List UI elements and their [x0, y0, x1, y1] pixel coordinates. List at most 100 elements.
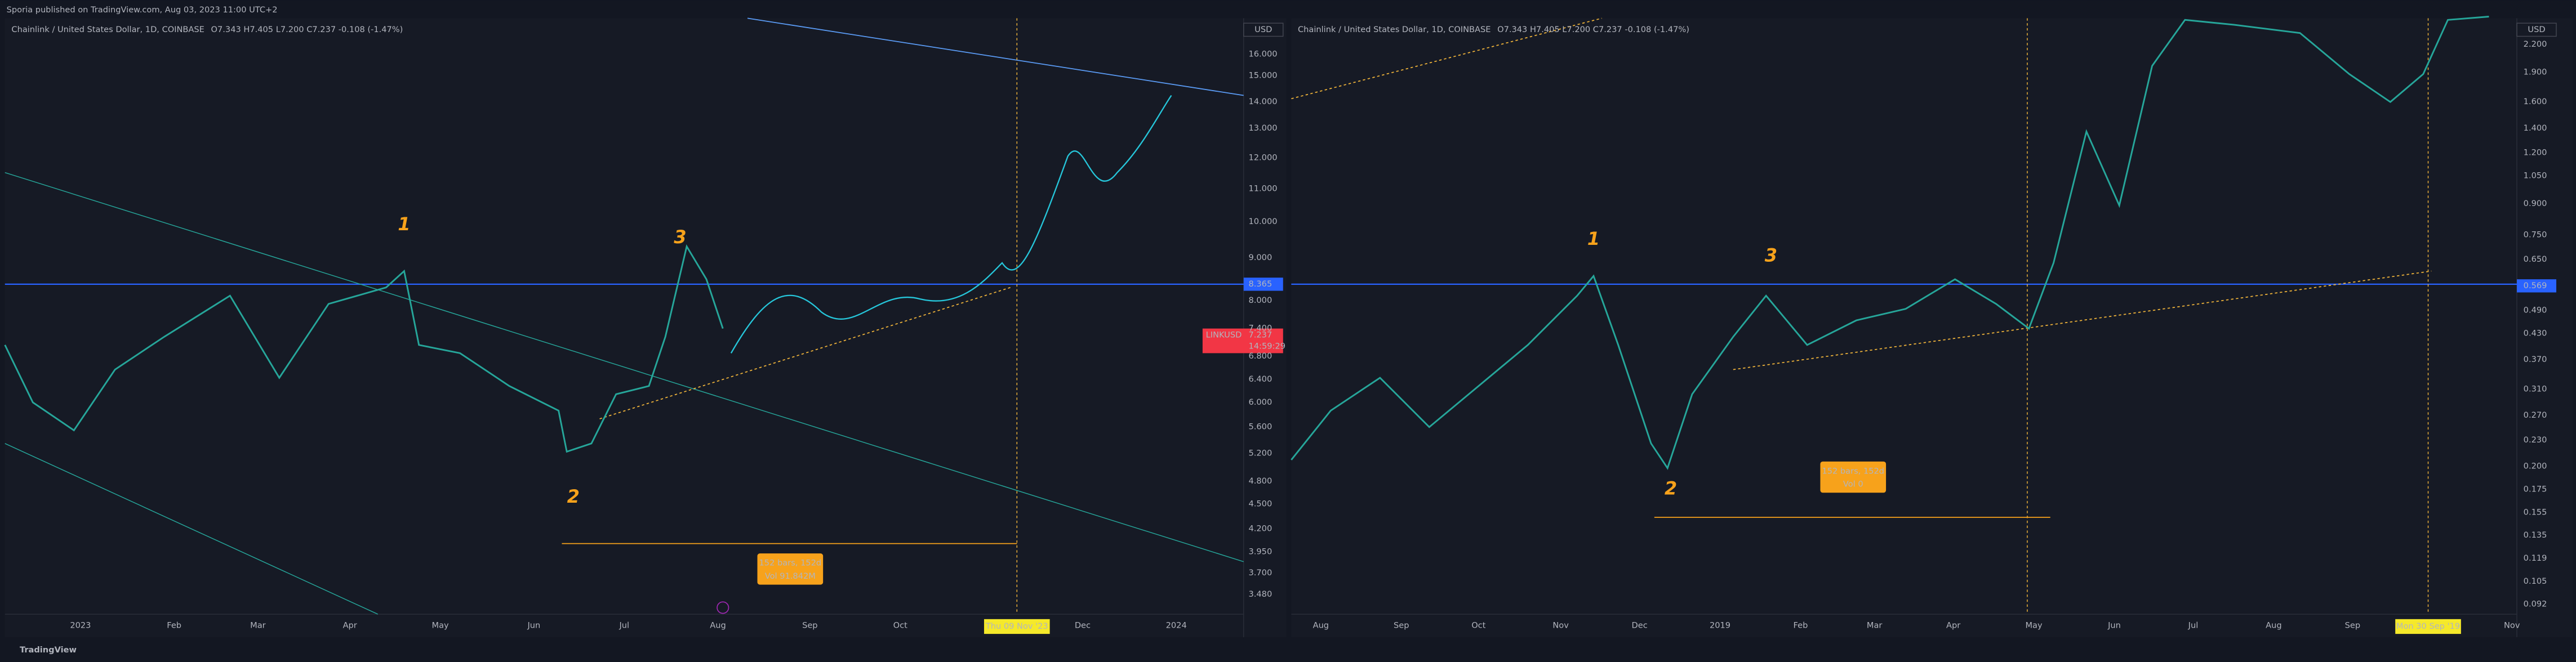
channel-line	[5, 443, 379, 615]
price-label: 1.600	[2524, 97, 2547, 106]
cursor-date-badge	[2395, 619, 2461, 634]
time-label: Aug	[1313, 621, 1329, 630]
measure-vol: Vol 0	[1843, 480, 1863, 489]
price-label: 13.000	[1249, 123, 1278, 133]
price-label: 1.400	[2524, 123, 2547, 133]
price-label: 0.135	[2524, 530, 2547, 540]
price-label: 0.105	[2524, 576, 2547, 586]
price-label: 10.000	[1249, 217, 1278, 226]
wave-label: 2	[567, 486, 580, 507]
time-label: Oct	[1471, 621, 1485, 630]
price-label: 6.400	[1249, 374, 1273, 384]
measure-bars: 152 bars, 152d	[1822, 466, 1884, 476]
time-label: Feb	[1794, 621, 1808, 630]
time-label: Jul	[2188, 621, 2199, 630]
price-label: 3.700	[1249, 568, 1273, 578]
cursor-date: Thu 09 Nov '23	[985, 621, 1048, 631]
time-label: Oct	[893, 621, 907, 630]
left-panel	[5, 18, 1287, 637]
time-label: 2023	[70, 621, 91, 630]
price-label: 6.000	[1249, 397, 1273, 407]
time-label: 2019	[1710, 621, 1730, 630]
price-label: 16.000	[1249, 50, 1278, 59]
time-label: Jun	[527, 621, 540, 630]
currency-button[interactable]	[2516, 23, 2557, 37]
wave-label: 3	[674, 226, 686, 248]
price-label: 1.900	[2524, 68, 2547, 77]
price-label: 5.200	[1249, 448, 1273, 458]
price-label: 15.000	[1249, 70, 1278, 80]
footer-brand: TradingView	[20, 645, 77, 655]
price-label: 7.400	[1249, 324, 1273, 333]
price-label: 0.750	[2524, 230, 2547, 239]
ohlc: O7.343 H7.405 L7.200 C7.237 -0.108 (-1.4…	[211, 25, 403, 34]
price-label: 3.950	[1249, 547, 1273, 556]
last-price-badge	[1202, 328, 1283, 354]
measure-box	[1820, 461, 1887, 493]
currency-button[interactable]	[1243, 23, 1284, 37]
time-label: Aug	[2266, 621, 2281, 630]
time-label: Dec	[1075, 621, 1091, 630]
price-label: 0.650	[2524, 254, 2547, 264]
level-badge	[1243, 278, 1283, 291]
time-label: Apr	[1946, 621, 1960, 630]
price-label: 0.430	[2524, 328, 2547, 338]
price-label: 14.000	[1249, 97, 1278, 106]
price-label: 0.200	[2524, 462, 2547, 471]
time-label: Aug	[710, 621, 726, 630]
measure-bars: 152 bars, 152d	[759, 558, 822, 568]
event-icon[interactable]	[717, 601, 729, 614]
last-badge-countdown: 14:59:29	[1249, 342, 1285, 351]
time-label: Mar	[250, 621, 266, 630]
price-label: 6.800	[1249, 351, 1273, 361]
time-label: Nov	[2504, 621, 2520, 630]
last-badge-price: 7.237	[1249, 330, 1273, 339]
measure-vol: Vol 91.842M	[765, 571, 816, 581]
time-label: Jul	[619, 621, 629, 630]
level-badge	[2517, 279, 2557, 293]
price-label: 5.600	[1249, 422, 1273, 432]
level-badge-text: 8.365	[1249, 279, 1273, 289]
price-label: 0.092	[2524, 600, 2547, 609]
price-label: 0.155	[2524, 507, 2547, 517]
time-label: Jun	[2107, 621, 2121, 630]
time-label: May	[2025, 621, 2043, 630]
price-label: 0.310	[2524, 384, 2547, 394]
level-badge-text: 0.569	[2524, 281, 2547, 290]
price-label: 0.230	[2524, 435, 2547, 445]
price-label: 4.200	[1249, 524, 1273, 533]
price-label: 1.200	[2524, 148, 2547, 158]
publisher: Sporia published on TradingView.com, Aug…	[7, 5, 278, 15]
ohlc: O7.343 H7.405 L7.200 C7.237 -0.108 (-1.4…	[1497, 25, 1689, 34]
right-panel	[1291, 18, 2573, 637]
price-label: 0.175	[2524, 484, 2547, 494]
price-path	[1291, 16, 2489, 470]
wave-label: 1	[1587, 228, 1600, 249]
time-label: Mar	[1867, 621, 1883, 630]
price-label: 3.480	[1249, 589, 1273, 599]
currency: USD	[1254, 25, 1272, 34]
price-label: 0.370	[2524, 355, 2547, 364]
cursor-date: Mon 30 Sep '19	[2396, 621, 2460, 631]
time-label: Dec	[1632, 621, 1648, 630]
price-label: 2.200	[2524, 39, 2547, 49]
symbol: Chainlink / United States Dollar, 1D, CO…	[11, 25, 204, 34]
price-label: 8.000	[1249, 296, 1273, 305]
symbol: Chainlink / United States Dollar, 1D, CO…	[1298, 25, 1491, 34]
measure-box	[757, 553, 824, 585]
channel-line	[5, 172, 1244, 562]
price-label: 1.050	[2524, 171, 2547, 180]
time-label: Sep	[1394, 621, 1409, 630]
price-label: 4.500	[1249, 499, 1273, 509]
time-label: 2024	[1166, 621, 1187, 630]
trend-line	[747, 17, 1244, 96]
wave-label: 3	[1765, 244, 1777, 266]
price-label: 0.119	[2524, 553, 2547, 563]
price-label: 0.900	[2524, 199, 2547, 208]
price-label: 0.490	[2524, 306, 2547, 315]
last-badge-symbol: LINKUSD	[1206, 330, 1242, 339]
wave-label: 1	[398, 213, 410, 235]
cursor-date-badge	[984, 619, 1050, 634]
time-label: May	[432, 621, 450, 630]
